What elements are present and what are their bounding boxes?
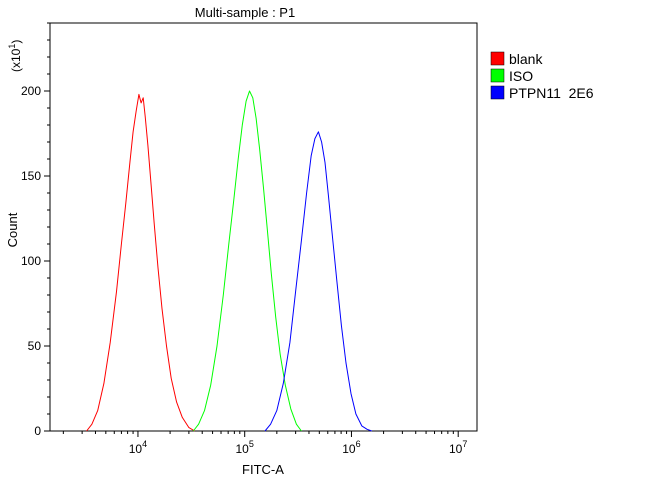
- x-tick-label: 105: [236, 439, 254, 456]
- y-tick-label: 50: [28, 339, 42, 353]
- chart-title: Multi-sample : P1: [195, 5, 295, 20]
- legend-swatch: [490, 68, 505, 83]
- x-axis: 104 105 106 107: [62, 431, 467, 456]
- legend-label: blank: [509, 51, 543, 67]
- x-axis-title: FITC-A: [242, 462, 284, 477]
- x-tick-label: 104: [129, 439, 147, 456]
- y-axis: 0 50 100 150 200: [21, 22, 50, 438]
- y-tick-label: 100: [21, 254, 41, 268]
- legend-label: ISO: [509, 68, 533, 84]
- legend-swatch: [490, 85, 505, 100]
- y-axis-multiplier: (x101): [7, 40, 23, 72]
- series-layer: [86, 90, 372, 432]
- legend-swatch: [490, 51, 505, 66]
- y-tick-label: 0: [34, 424, 41, 438]
- svg-text:(x101): (x101): [7, 40, 23, 72]
- x-tick-label: 107: [449, 439, 467, 456]
- plot-area-frame: [49, 22, 478, 432]
- y-axis-title: Count: [5, 212, 20, 247]
- x-tick-label: 106: [342, 439, 360, 456]
- y-tick-label: 200: [21, 84, 41, 98]
- legend-label: PTPN11 2E6: [509, 85, 594, 101]
- series-line-2: [192, 90, 302, 432]
- y-tick-label: 150: [21, 169, 41, 183]
- series-line-3: [264, 131, 372, 432]
- series-line-1: [86, 93, 195, 432]
